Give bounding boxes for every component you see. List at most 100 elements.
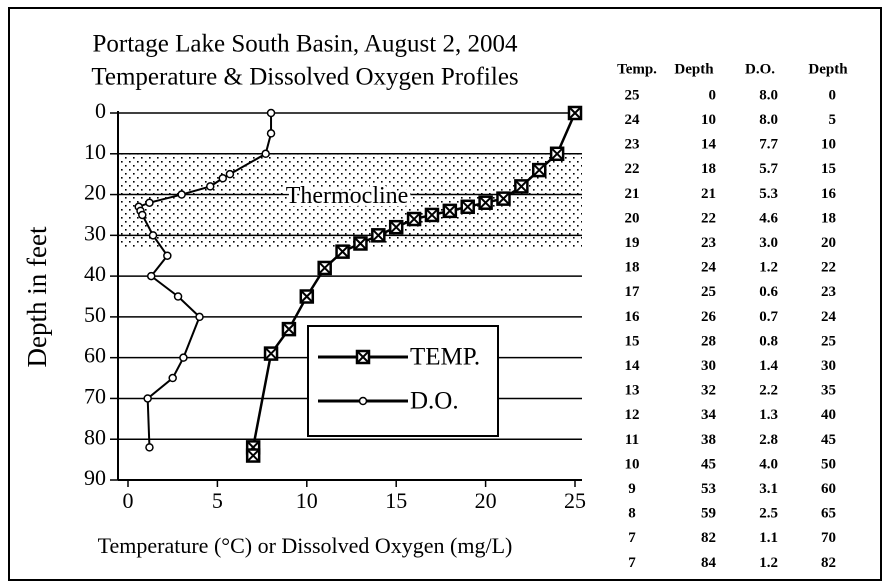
marker [145, 198, 154, 207]
table-cell: 17 [625, 284, 641, 300]
table-cell: 59 [701, 506, 716, 522]
table-cell: 8 [628, 506, 636, 522]
marker [514, 179, 529, 194]
table-cell: 32 [701, 383, 716, 399]
marker-cross [354, 237, 367, 250]
table-cell: 0.8 [759, 333, 778, 349]
marker [478, 195, 493, 210]
marker-cross [301, 290, 313, 303]
table-cell: 45 [821, 432, 836, 448]
marker-cross [462, 201, 474, 213]
marker [225, 169, 235, 179]
marker [371, 228, 386, 243]
table-cell: 7 [628, 555, 636, 571]
marker [261, 149, 270, 159]
y-tick-label: 0 [95, 98, 106, 123]
marker [163, 251, 172, 260]
table-cell: 12 [625, 407, 640, 423]
table-cell: 15 [821, 161, 836, 177]
table-cell: 25 [701, 284, 716, 300]
table-cell: 65 [821, 506, 836, 522]
marker [148, 231, 158, 240]
marker [549, 146, 565, 162]
table-cell: 18 [821, 210, 836, 226]
table-cell: 10 [821, 137, 836, 153]
table-cell: 3.0 [759, 235, 778, 251]
y-tick-label: 80 [84, 424, 106, 449]
table-cell: 4.6 [759, 210, 778, 226]
table-cell: 0 [709, 87, 717, 103]
table-cell: 2.5 [759, 506, 778, 522]
table-cell: 21 [701, 186, 716, 202]
table-cell: 15 [625, 333, 640, 349]
marker [245, 448, 261, 463]
table-cell: 82 [821, 555, 836, 571]
marker [179, 353, 188, 362]
marker-cross [357, 351, 369, 363]
x-tick-label: 0 [123, 488, 134, 513]
annotation: Thermocline [286, 183, 409, 209]
table-cell: 22 [701, 210, 716, 226]
table-cell: 1.3 [759, 407, 778, 423]
table-cell: 2.2 [759, 383, 778, 399]
table-cell: 84 [701, 555, 717, 571]
marker [353, 236, 368, 251]
table-cell: 45 [701, 456, 716, 472]
chart-subtitle: Temperature & Dissolved Oxygen Profiles [91, 64, 518, 91]
table-cell: 4.0 [759, 456, 778, 472]
marker-cross [515, 180, 528, 193]
table-cell: 2.8 [759, 432, 778, 448]
marker-cross [569, 107, 581, 119]
marker [299, 289, 315, 304]
table-cell: 23 [625, 137, 640, 153]
marker [388, 219, 404, 235]
marker-cross [533, 164, 545, 176]
table-cell: 24 [701, 260, 717, 276]
table-cell: 21 [625, 186, 640, 202]
table-cell: 1.4 [759, 358, 778, 374]
marker-cross [265, 347, 277, 360]
x-tick-label: 20 [475, 488, 497, 513]
table-cell: 1.2 [759, 555, 778, 571]
table-cell: 14 [625, 358, 641, 374]
marker [442, 203, 458, 219]
x-axis-label: Temperature (°C) or Dissolved Oxygen (mg… [98, 533, 513, 558]
marker [317, 260, 332, 276]
table-cell: 22 [821, 260, 836, 276]
table-cell: 9 [628, 481, 636, 497]
legend-label: TEMP. [410, 344, 480, 371]
table-cell: 40 [821, 407, 836, 423]
table-cell: 3.1 [759, 481, 778, 497]
table-cell: 8.0 [759, 87, 778, 103]
marker-cross [390, 221, 402, 233]
table-cell: 23 [821, 284, 836, 300]
table-cell: 25 [821, 333, 836, 349]
table-cell: 1.2 [759, 260, 778, 276]
marker [173, 292, 183, 301]
table-cell: 18 [701, 161, 716, 177]
y-tick-label: 70 [84, 383, 106, 408]
table-cell: 0 [829, 87, 837, 103]
marker [143, 394, 152, 403]
table-cell: 7 [628, 530, 636, 546]
table-cell: 19 [625, 235, 640, 251]
marker-cross [551, 148, 563, 160]
marker-cross [426, 209, 438, 221]
x-tick-label: 5 [212, 488, 223, 513]
y-tick-label: 10 [84, 139, 106, 164]
table-cell: 26 [701, 309, 717, 325]
table-cell: 14 [701, 137, 717, 153]
table-cell: 53 [701, 481, 716, 497]
table-cell: 0.7 [759, 309, 778, 325]
table-cell: 60 [821, 481, 836, 497]
marker-cross [372, 229, 385, 242]
marker [138, 210, 147, 220]
table-header: Depth [808, 61, 848, 77]
y-tick-label: 40 [84, 261, 106, 286]
table-cell: 70 [821, 530, 836, 546]
table-cell: 24 [821, 309, 837, 325]
table-cell: 0.6 [759, 284, 778, 300]
table-cell: 38 [701, 432, 716, 448]
marker-cross [444, 205, 456, 217]
